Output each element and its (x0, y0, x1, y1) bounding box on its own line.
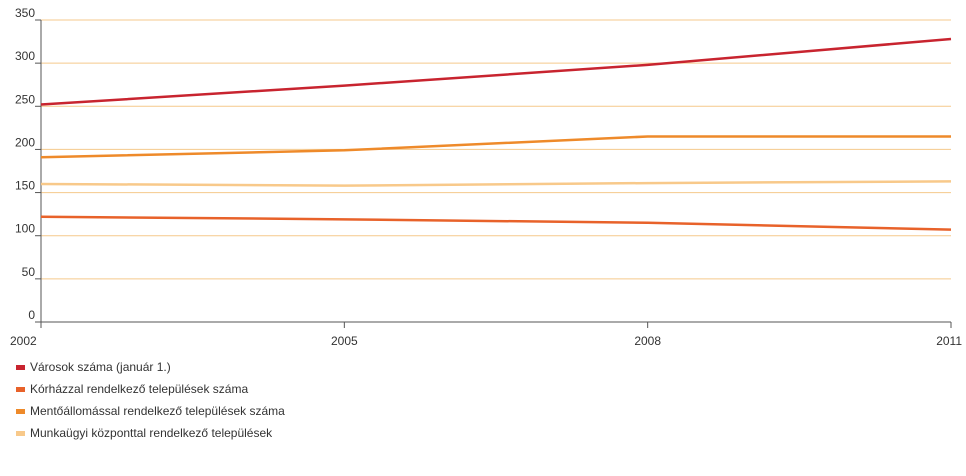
legend-item-korhaz: Kórházzal rendelkező települések száma (16, 379, 285, 399)
series-line-1 (40, 215, 952, 231)
line-chart: 0 50 100 150 200 250 300 350 2002 2005 2008 2011 (10, 6, 962, 348)
series-line-0 (40, 37, 952, 106)
series-line-3 (40, 180, 952, 187)
y-tick-label: 50 (22, 265, 36, 279)
legend-swatch (16, 430, 25, 436)
legend-swatch (16, 408, 25, 414)
legend-label: Munkaügyi központtal rendelkező települé… (30, 426, 273, 440)
y-tick-label: 0 (28, 308, 35, 322)
legend-swatch (16, 364, 25, 370)
y-axis-ticks: 0 50 100 150 200 250 300 350 (15, 6, 41, 323)
legend-swatch (16, 386, 25, 392)
grid-lines (41, 19, 951, 280)
axes (40, 20, 951, 323)
y-tick-label: 250 (15, 92, 35, 106)
y-tick-label: 350 (15, 6, 35, 20)
y-tick-label: 100 (15, 222, 35, 236)
series-lines (40, 37, 952, 231)
legend-label: Kórházzal rendelkező települések száma (30, 382, 249, 396)
x-tick-label: 2005 (331, 334, 358, 348)
x-tick-label: 2008 (634, 334, 661, 348)
y-tick-label: 300 (15, 49, 35, 63)
y-tick-label: 150 (15, 179, 35, 193)
x-axis-ticks: 2002 2005 2008 2011 (10, 322, 962, 348)
legend-label: Városok száma (január 1.) (30, 360, 171, 374)
series-line-2 (40, 135, 951, 159)
legend: Városok száma (január 1.) Kórházzal rend… (16, 357, 285, 445)
y-tick-label: 200 (15, 135, 35, 149)
x-tick-label: 2011 (936, 334, 962, 348)
legend-item-munkaugyi: Munkaügyi központtal rendelkező települé… (16, 423, 285, 443)
legend-item-mentoallomas: Mentőállomással rendelkező települések s… (16, 401, 285, 421)
x-tick-label: 2002 (10, 334, 37, 348)
legend-item-varosok: Városok száma (január 1.) (16, 357, 285, 377)
legend-label: Mentőállomással rendelkező települések s… (30, 404, 285, 418)
